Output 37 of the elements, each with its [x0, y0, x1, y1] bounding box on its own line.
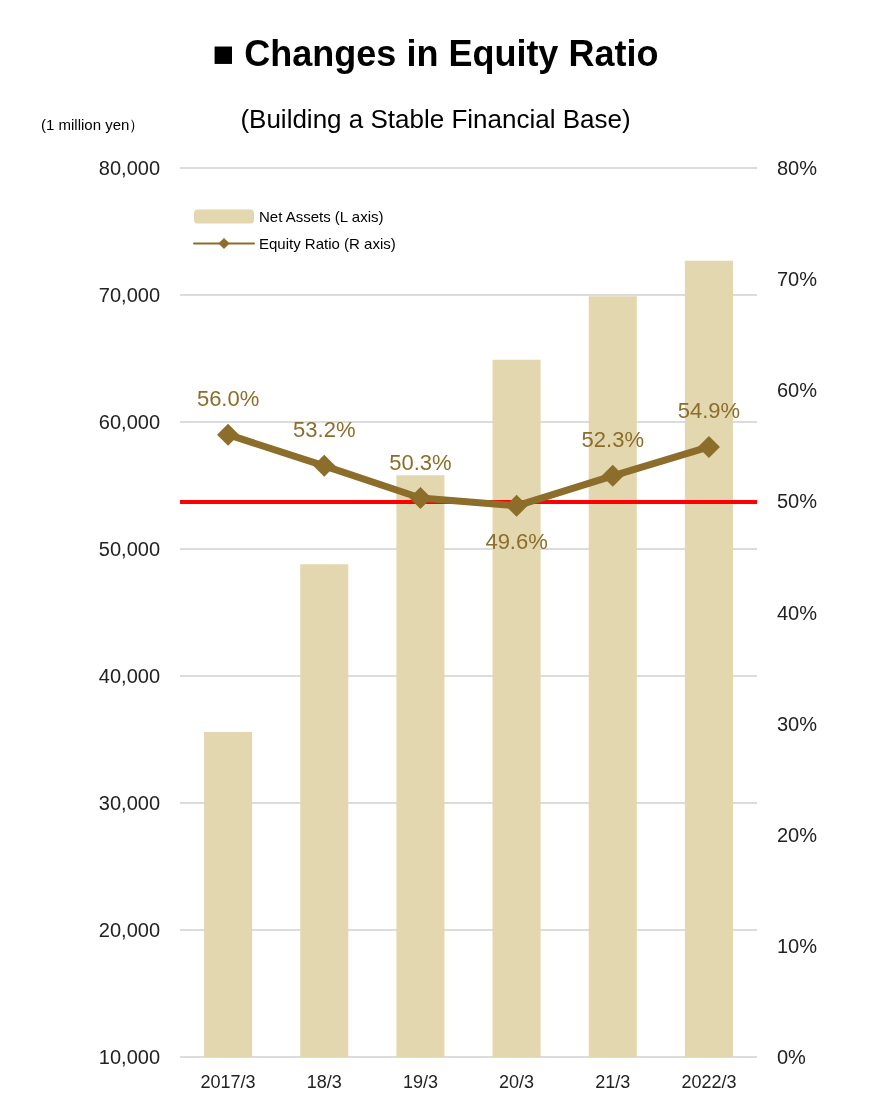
data-label: 50.3%: [389, 449, 452, 475]
x-tick-label: 21/3: [595, 1072, 631, 1092]
y2-tick-label: 80%: [777, 157, 818, 179]
chart-subtitle: (Building a Stable Financial Base): [240, 104, 631, 134]
y-tick-label: 80,000: [98, 157, 160, 179]
y-tick-label: 70,000: [98, 284, 160, 306]
y2-tick-label: 10%: [777, 934, 818, 957]
y-tick-label: 10,000: [98, 1046, 160, 1068]
x-tick-label: 18/3: [306, 1072, 342, 1092]
y-axis-title: (1 million yen）: [41, 116, 145, 133]
y2-tick-label: 70%: [777, 268, 818, 291]
legend-label: Equity Ratio (R axis): [259, 235, 396, 252]
point: [217, 423, 240, 446]
y2-tick-label: 0%: [777, 1046, 807, 1068]
point: [601, 464, 624, 487]
data-label: 56.0%: [196, 386, 260, 412]
y2-tick-label: 20%: [777, 823, 818, 846]
y-tick-label: 20,000: [98, 919, 160, 941]
data-label: 53.2%: [293, 417, 356, 443]
point: [313, 454, 336, 477]
y-tick-label: 50,000: [98, 538, 160, 560]
point: [697, 435, 720, 458]
x-tick-label: 20/3: [499, 1072, 535, 1092]
y-tick-label: 40,000: [98, 665, 160, 687]
x-tick-label: 2017/3: [200, 1072, 256, 1092]
y2-tick-label: 50%: [777, 490, 818, 513]
y-tick-label: 30,000: [98, 792, 160, 814]
point: [505, 494, 528, 517]
point: [409, 487, 432, 510]
y-tick-label: 60,000: [98, 411, 160, 433]
y2-tick-label: 60%: [777, 379, 818, 402]
x-tick-label: 19/3: [402, 1072, 438, 1092]
x-tick-label: 2022/3: [681, 1072, 737, 1092]
chart-title: ■ Changes in Equity Ratio: [212, 32, 659, 74]
y2-tick-label: 40%: [777, 601, 818, 624]
y2-tick-label: 30%: [777, 712, 818, 735]
legend-label: Net Assets (L axis): [259, 208, 384, 225]
